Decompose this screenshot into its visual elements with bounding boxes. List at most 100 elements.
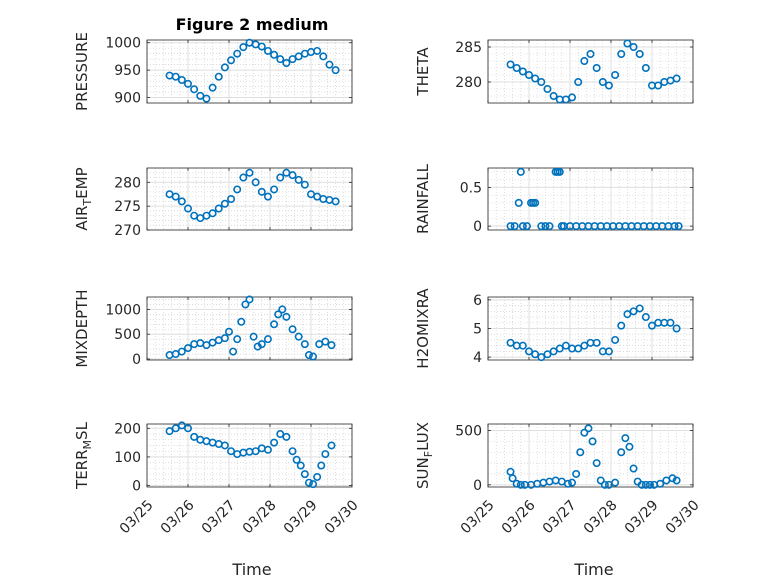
y-tick-label: 270 <box>114 223 141 239</box>
data-point <box>184 204 193 213</box>
data-point <box>584 424 593 433</box>
data-point <box>239 173 248 182</box>
data-point <box>654 81 663 90</box>
data-point <box>611 335 620 344</box>
data-point <box>549 347 558 356</box>
data-point <box>670 222 679 231</box>
data-point <box>600 480 609 489</box>
data-point <box>220 199 229 208</box>
data-point <box>617 49 626 58</box>
y-tick-label: 275 <box>114 199 141 215</box>
data-point <box>563 479 572 488</box>
data-point <box>276 430 285 439</box>
data-point <box>263 192 272 201</box>
subplot-theta: 280 285 THETA <box>414 39 694 104</box>
data-point <box>171 72 180 81</box>
x-tick-label: 03/25 <box>117 497 157 537</box>
data-point <box>263 445 272 454</box>
y-tick-label: 0 <box>473 478 482 494</box>
data-point <box>294 52 303 61</box>
data-point <box>274 310 283 319</box>
data-point <box>309 480 318 489</box>
data-point <box>319 195 328 204</box>
y-axis-label: PRESSURE <box>73 32 91 111</box>
data-point <box>580 428 589 437</box>
data-point <box>282 312 291 321</box>
data-point <box>516 480 525 489</box>
y-axis-label: AIRTEMP <box>73 167 94 230</box>
data-point <box>516 167 525 176</box>
data-point <box>220 441 229 450</box>
data-point <box>512 479 521 488</box>
data-point <box>220 334 229 343</box>
x-tick-label: 03/26 <box>499 497 539 537</box>
data-point <box>239 43 248 52</box>
y-axis-label: H2OMIXRA <box>414 288 432 369</box>
data-point <box>263 335 272 344</box>
data-point <box>331 197 340 206</box>
data-point <box>574 344 583 353</box>
data-point <box>325 60 334 69</box>
data-point <box>294 175 303 184</box>
data-point <box>568 478 577 487</box>
data-point <box>177 197 186 206</box>
subplot-sun-flux: 0 500 03/25 03/26 03/27 03/28 03/29 03/30 SUNFLU… <box>414 422 703 537</box>
data-point <box>623 39 632 48</box>
data-point <box>623 310 632 319</box>
data-point <box>674 222 683 231</box>
data-point <box>568 93 577 102</box>
data-point <box>331 66 340 75</box>
data-point <box>543 85 552 94</box>
y-axis-label: THETA <box>414 47 432 97</box>
data-point <box>288 447 297 456</box>
data-point <box>225 327 234 336</box>
data-point <box>214 72 223 81</box>
x-tick-label: 03/26 <box>158 497 198 537</box>
data-point <box>576 448 585 457</box>
data-point <box>288 171 297 180</box>
y-tick-label: 285 <box>455 40 482 56</box>
data-point <box>598 78 607 87</box>
data-point <box>171 424 180 433</box>
y-tick-label: 0 <box>132 352 141 368</box>
data-point <box>592 64 601 73</box>
data-point <box>537 353 546 362</box>
x-axis-label-left: Time <box>231 560 271 579</box>
data-point <box>319 52 328 61</box>
data-point <box>321 450 330 459</box>
data-point <box>227 447 236 456</box>
figure-title: Figure 2 medium <box>176 15 329 34</box>
data-point <box>257 42 266 51</box>
data-point <box>184 344 193 353</box>
data-point <box>629 42 638 51</box>
data-point <box>637 480 646 489</box>
data-point <box>555 167 564 176</box>
data-point <box>214 204 223 213</box>
x-tick-label: 03/28 <box>240 497 280 537</box>
data-point <box>270 438 279 447</box>
data-point <box>241 300 250 309</box>
data-point <box>288 55 297 64</box>
data-point <box>276 173 285 182</box>
data-point <box>510 222 519 231</box>
data-point <box>508 474 517 483</box>
data-point <box>586 49 595 58</box>
data-point <box>177 421 186 430</box>
data-point <box>514 198 523 207</box>
y-tick-label: 1000 <box>105 36 141 52</box>
subplot-pressure: 900 950 1000 PRESSURE <box>73 32 353 111</box>
x-tick-label: 03/30 <box>663 497 703 537</box>
y-axis-label: MIXDEPTH <box>73 289 91 367</box>
data-point <box>512 64 521 73</box>
y-tick-label: 6 <box>473 293 482 309</box>
data-point <box>647 321 656 330</box>
data-point <box>506 338 515 347</box>
data-point <box>561 341 570 350</box>
data-point <box>588 437 597 446</box>
data-point <box>580 341 589 350</box>
y-tick-label: 0 <box>132 479 141 495</box>
y-axis-label: SUNFLUX <box>414 422 435 489</box>
y-tick-label: 950 <box>114 63 141 79</box>
data-point <box>621 434 630 443</box>
data-point <box>617 321 626 330</box>
